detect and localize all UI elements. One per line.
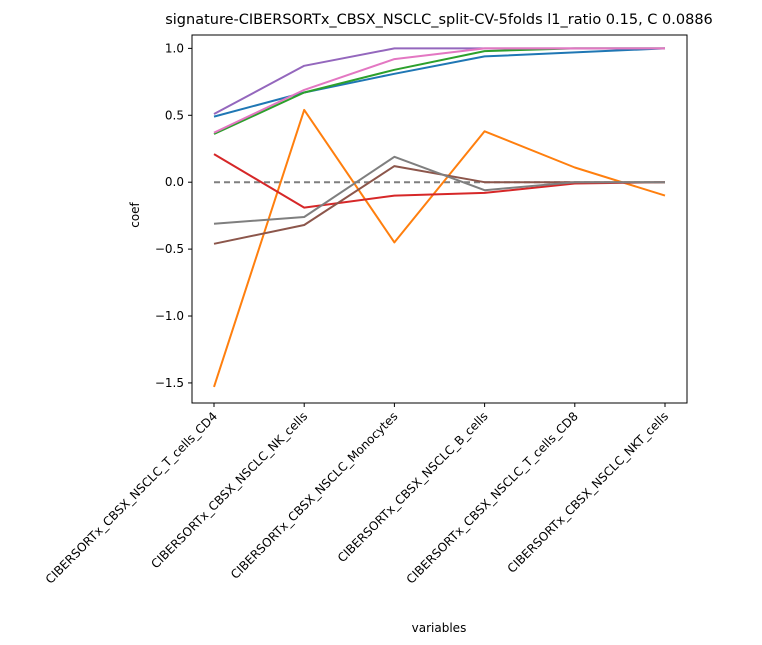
- y-tick-label: 0.0: [165, 175, 184, 189]
- series-line-2: [213, 108, 666, 388]
- y-tick-label: −1.0: [155, 309, 184, 323]
- x-tick-label: CIBERSORTx_CBSX_NSCLC_Monocytes: [228, 409, 401, 582]
- axes-frame: [191, 34, 688, 404]
- x-tick-label: CIBERSORTx_CBSX_NSCLC_NKT_cells: [505, 409, 671, 575]
- x-axis-title: variables: [412, 621, 467, 635]
- series-line-1: [213, 47, 666, 118]
- y-tick-label: −0.5: [155, 242, 184, 256]
- series-line-7: [213, 47, 665, 134]
- y-axis-title: coef: [128, 201, 142, 227]
- x-tick-label: CIBERSORTx_CBSX_NSCLC_T_cells_CD8: [404, 409, 581, 586]
- series-line-3: [213, 47, 665, 135]
- x-tick-label: CIBERSORTx_CBSX_NSCLC_NK_cells: [148, 409, 310, 571]
- y-tick-label: −1.5: [155, 376, 184, 390]
- y-tick-label: 1.0: [165, 41, 184, 55]
- x-tick-label: CIBERSORTx_CBSX_NSCLC_T_cells_CD4: [43, 409, 220, 586]
- y-tick-label: 0.5: [165, 108, 184, 122]
- series-line-4: [213, 153, 666, 209]
- plot-area: −1.5 −1.0 −0.5 0.0 0.5 1.0 CIBERSORTx_CBSX_NSC…: [43, 34, 688, 587]
- series-line-8: [213, 155, 665, 225]
- x-tick-label: CIBERSORTx_CBSX_NSCLC_B_cells: [335, 409, 491, 565]
- series-line-5: [213, 47, 665, 115]
- chart-title: signature-CIBERSORTx_CBSX_NSCLC_split-CV…: [165, 12, 713, 28]
